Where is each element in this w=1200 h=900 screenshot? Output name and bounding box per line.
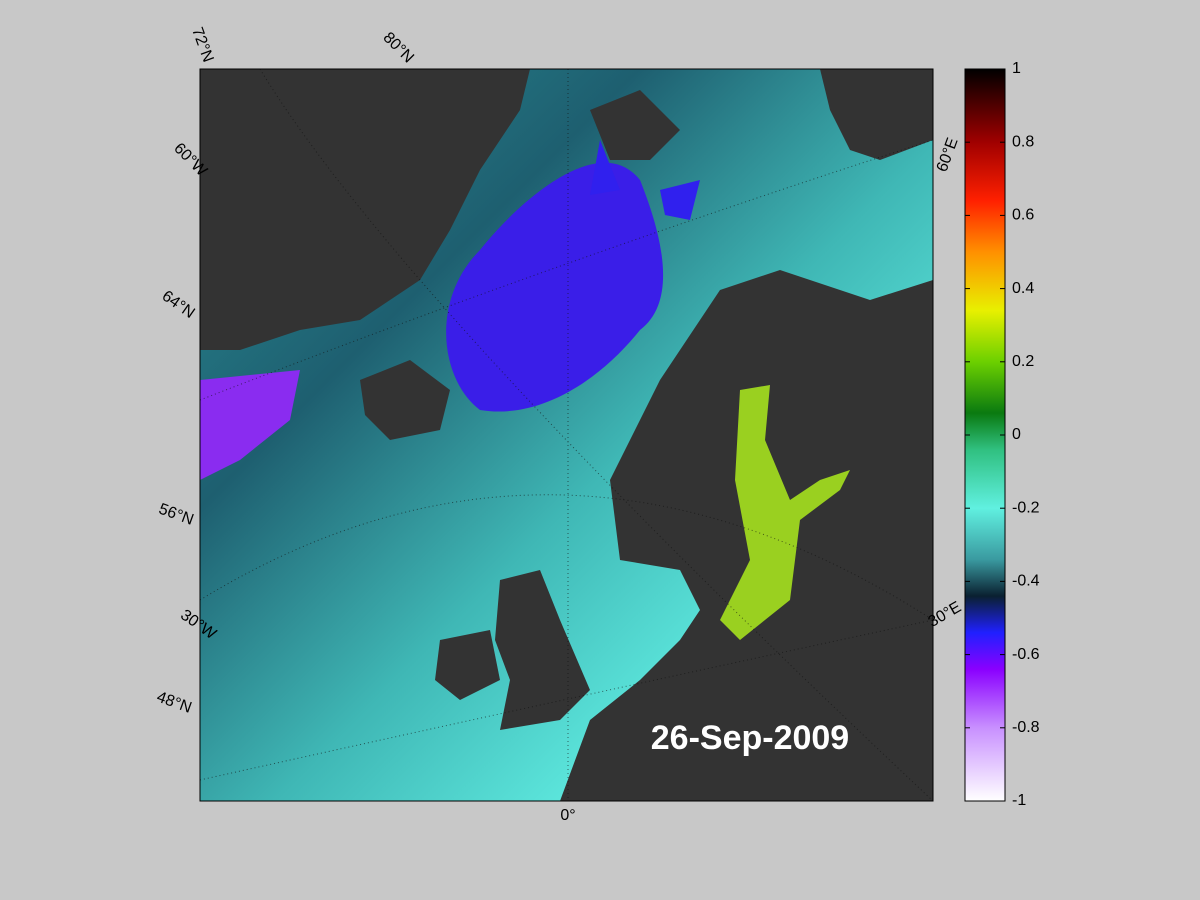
colorbar-tick-label: -0.6 <box>1012 646 1040 663</box>
map-frame <box>199 68 934 802</box>
colorbar-tick-label: 0.4 <box>1012 280 1034 297</box>
colorbar <box>964 68 1006 802</box>
lon-label: 60°E <box>934 136 962 175</box>
colorbar-tick-label: 0.2 <box>1012 353 1034 370</box>
lat-label: 64°N <box>159 288 198 322</box>
colorbar-tick-label: -0.2 <box>1012 499 1040 516</box>
colorbar-tick-label: -0.4 <box>1012 573 1040 590</box>
lat-label: 80°N <box>380 29 417 66</box>
colorbar-tick-label: -1 <box>1012 792 1026 809</box>
lat-label: 56°N <box>156 501 195 529</box>
colorbar-tick-label: -0.8 <box>1012 719 1040 736</box>
colorbar-tick-label: 0.8 <box>1012 133 1034 150</box>
lon-label: 0° <box>560 807 575 824</box>
lat-label: 72°N <box>188 25 216 64</box>
colorbar-tick-label: 0.6 <box>1012 207 1034 224</box>
lat-label: 48°N <box>154 689 193 717</box>
colorbar-tick-label: 1 <box>1012 60 1021 77</box>
map <box>200 69 933 801</box>
date-label: 26-Sep-2009 <box>651 719 849 757</box>
colorbar-tick-label: 0 <box>1012 426 1021 443</box>
